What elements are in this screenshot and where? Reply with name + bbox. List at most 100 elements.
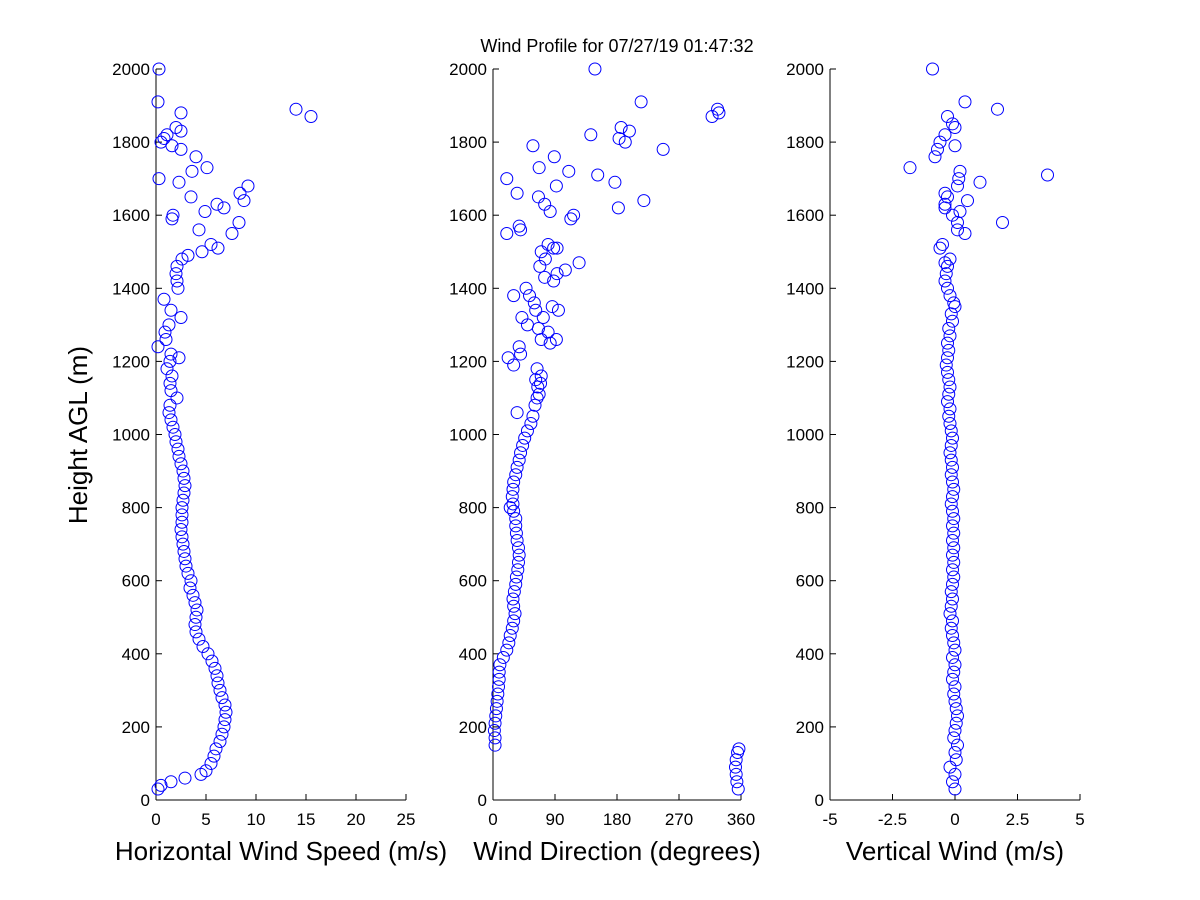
data-point [942,387,956,401]
data-point [523,289,537,303]
y-tick-label: 1200 [112,352,150,371]
data-point [177,486,191,500]
wind-direction-panel: 0 200 400 600 800 1000 1200 1400 1600 1800 2000 0 90… [449,60,761,866]
horizontal-wind-speed-x-axis-label: Horizontal Wind Speed (m/s) [115,836,447,866]
data-point [948,680,962,694]
x-tick-label: 25 [397,810,416,829]
data-point [951,179,964,193]
data-point [947,482,961,496]
wind-direction-x-axis-label: Wind Direction (degrees) [473,836,761,866]
y-tick-label: 1000 [112,426,150,445]
y-tick-label: 1400 [786,279,824,298]
data-point [550,241,564,255]
data-point [943,289,957,303]
data-point [538,270,552,284]
data-point [944,307,958,321]
data-point [500,172,514,186]
data-point [183,581,197,595]
data-point [176,493,190,507]
data-point [491,687,505,701]
data-point [492,680,506,694]
data-point [944,453,958,467]
data-point [547,274,561,288]
data-point [947,731,961,745]
data-point [946,548,959,562]
data-point [948,782,962,796]
data-point [195,245,209,259]
data-point [215,727,229,741]
y-tick-label: 2000 [112,60,150,79]
y-tick-label: 0 [478,791,487,810]
horizontal-wind-speed-panel: 0 200 400 600 800 1000 1200 1400 1600 1800 2000 0 5 1… [112,60,447,866]
data-point [614,120,628,134]
data-point [157,131,171,145]
data-point [543,336,557,350]
vertical-wind-panel: 0 200 400 600 800 1000 1200 1400 1600 1800 2000 -5 -… [786,60,1085,866]
data-point [947,555,961,569]
y-axis-label: Height AGL (m) [63,346,93,524]
data-point [946,208,959,222]
data-point [509,526,523,540]
data-point [170,274,184,288]
y-tick-label: 800 [796,499,824,518]
data-point [549,179,563,193]
data-point [207,749,221,763]
data-point [199,764,213,778]
data-point [551,303,565,317]
data-point [938,274,952,288]
data-point [511,541,525,555]
data-point [175,530,189,544]
x-tick-label: 5 [201,810,210,829]
data-point [154,778,168,792]
data-point [947,636,961,650]
y-tick-label: 1800 [449,133,487,152]
data-point [488,716,502,730]
data-point [567,208,581,222]
data-point [217,201,231,215]
data-point [634,95,648,109]
data-point [489,709,503,723]
data-point [952,172,966,186]
data-point [534,245,548,259]
data-point [175,515,189,529]
y-tick-label: 0 [141,791,150,810]
data-point [943,380,957,394]
y-tick-label: 1800 [786,133,824,152]
data-point [611,201,625,215]
data-point [160,362,174,376]
data-point [241,179,255,193]
x-tick-label: 5 [1075,810,1084,829]
data-point [939,358,953,372]
data-point [591,168,605,182]
y-tick-label: 1400 [449,279,487,298]
data-point [584,128,598,142]
data-point [164,303,178,317]
data-point [514,347,528,361]
data-point [534,369,548,383]
data-point [938,128,952,142]
y-tick-label: 2000 [786,60,824,79]
data-point [711,102,725,116]
data-point [192,632,206,646]
data-point [536,311,550,325]
data-point [289,102,303,116]
data-point [512,219,526,233]
data-point [176,464,190,478]
data-point [510,533,524,547]
data-point [210,197,224,211]
data-point [732,742,746,756]
data-point [213,735,227,749]
data-point [946,475,959,489]
data-point [172,449,186,463]
data-point [520,424,534,438]
data-point [944,424,958,438]
data-point [946,117,959,131]
data-point [172,351,186,365]
data-point [507,614,521,628]
y-tick-label: 1600 [112,206,150,225]
data-point [941,336,954,350]
data-point [946,672,959,686]
data-point [490,694,504,708]
data-point [503,629,517,643]
y-tick-label: 400 [459,645,487,664]
